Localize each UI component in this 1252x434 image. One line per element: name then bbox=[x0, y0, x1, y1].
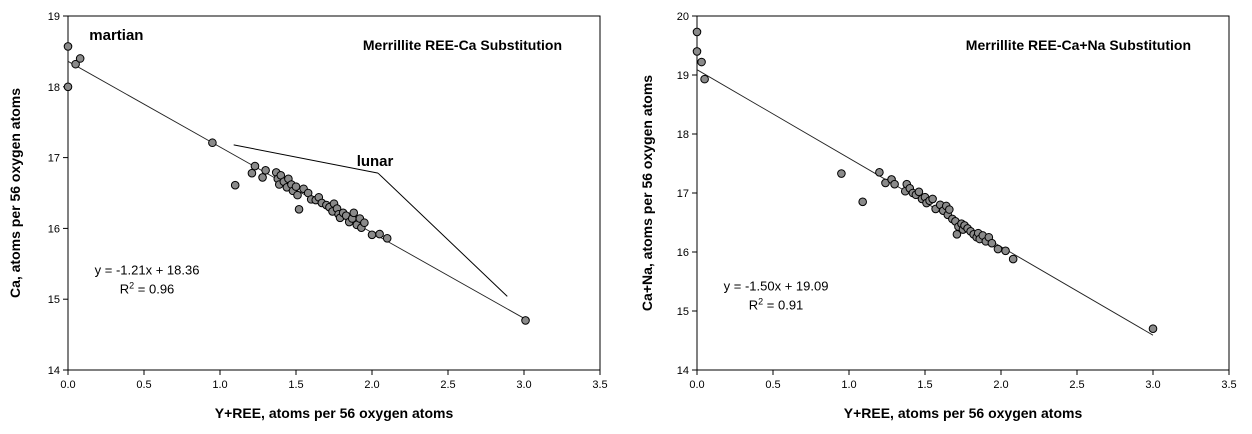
chart-title: Merrillite REE-Ca Substitution bbox=[363, 37, 562, 53]
lunar-leader-line bbox=[377, 172, 508, 297]
r-squared-label: R2 = 0.91 bbox=[749, 296, 804, 312]
data-point bbox=[1008, 254, 1018, 264]
x-tick-label: 0.5 bbox=[136, 379, 151, 391]
y-tick-label: 19 bbox=[48, 11, 60, 23]
x-tick-label: 1.5 bbox=[288, 379, 303, 391]
data-point bbox=[367, 230, 377, 240]
y-axis-title: Ca+Na, atoms per 56 oxygen atoms bbox=[639, 75, 655, 311]
data-point bbox=[858, 197, 867, 207]
x-tick-label: 0.5 bbox=[765, 379, 780, 391]
y-tick-label: 15 bbox=[677, 306, 689, 318]
data-point bbox=[261, 166, 270, 175]
x-tick-label: 0.0 bbox=[60, 379, 75, 391]
y-tick-label: 17 bbox=[48, 153, 60, 165]
y-tick-label: 14 bbox=[48, 365, 60, 377]
data-point bbox=[382, 234, 392, 243]
data-point bbox=[875, 168, 884, 177]
x-tick-label: 1.5 bbox=[917, 379, 932, 391]
y-tick-label: 17 bbox=[677, 188, 689, 200]
x-tick-label: 3.5 bbox=[1221, 379, 1236, 391]
y-tick-label: 15 bbox=[48, 294, 60, 306]
plot-frame bbox=[696, 15, 1230, 371]
chart-panel-1: 0.0 0.5 1.0 1.5 2.0 2.5 3.0 3.5 14 15 16 17 18 19 Y+RE… bbox=[7, 11, 608, 421]
data-point bbox=[71, 59, 80, 69]
data-point bbox=[250, 161, 260, 171]
plot-frame bbox=[67, 15, 601, 371]
data-point bbox=[63, 82, 73, 92]
data-point bbox=[993, 244, 1003, 254]
x-tick-label: 2.0 bbox=[993, 379, 1008, 391]
lunar-annotation: lunar bbox=[357, 153, 394, 170]
data-point bbox=[521, 316, 530, 325]
lunar-leader-line bbox=[233, 144, 379, 174]
data-point bbox=[63, 42, 73, 51]
data-point bbox=[291, 182, 301, 191]
y-tick-label: 14 bbox=[677, 365, 689, 377]
data-point bbox=[208, 138, 217, 148]
chart-title: Merrillite REE-Ca+Na Substitution bbox=[966, 37, 1191, 53]
x-axis-title: Y+REE, atoms per 56 oxygen atoms bbox=[215, 405, 454, 421]
x-tick-label: 0.0 bbox=[689, 379, 704, 391]
x-tick-label: 3.5 bbox=[592, 379, 607, 391]
martian-annotation: martian bbox=[89, 27, 143, 44]
y-tick-label: 16 bbox=[48, 223, 60, 235]
data-point bbox=[914, 187, 924, 197]
y-axis-title: Ca, atoms per 56 oxygen atoms bbox=[7, 88, 23, 298]
data-point bbox=[700, 74, 709, 84]
regression-equation: y = -1.50x + 19.09 bbox=[724, 278, 829, 293]
chart-panel-2: 0.0 0.5 1.0 1.5 2.0 2.5 3.0 3.5 14 15 16 17 18 19 20 Y+… bbox=[639, 11, 1237, 421]
data-point bbox=[945, 205, 954, 214]
data-point bbox=[247, 168, 257, 178]
x-tick-label: 2.5 bbox=[440, 379, 455, 391]
x-tick-label: 3.0 bbox=[1145, 379, 1160, 391]
data-point bbox=[697, 57, 706, 67]
x-tick-label: 2.5 bbox=[1069, 379, 1084, 391]
data-point bbox=[375, 229, 384, 239]
data-point bbox=[293, 190, 302, 200]
data-point bbox=[258, 173, 267, 182]
data-point bbox=[294, 204, 304, 214]
y-tick-label: 18 bbox=[677, 129, 689, 141]
data-point bbox=[1001, 246, 1010, 256]
r-squared-label: R2 = 0.96 bbox=[120, 280, 175, 296]
data-point bbox=[837, 169, 846, 178]
data-point bbox=[692, 47, 702, 56]
data-point bbox=[349, 208, 359, 218]
regression-equation: y = -1.21x + 18.36 bbox=[95, 262, 200, 277]
data-point bbox=[75, 54, 85, 63]
x-tick-label: 1.0 bbox=[841, 379, 856, 391]
data-point bbox=[890, 179, 899, 189]
y-tick-label: 16 bbox=[677, 247, 689, 259]
x-axis-title: Y+REE, atoms per 56 oxygen atoms bbox=[844, 405, 1083, 421]
x-tick-label: 3.0 bbox=[516, 379, 531, 391]
y-tick-label: 18 bbox=[48, 82, 60, 94]
data-point bbox=[230, 180, 240, 190]
data-point bbox=[1148, 324, 1158, 334]
data-point bbox=[987, 238, 997, 248]
data-point bbox=[360, 218, 369, 228]
x-tick-label: 1.0 bbox=[212, 379, 227, 391]
data-point bbox=[692, 27, 702, 37]
x-tick-label: 2.0 bbox=[364, 379, 379, 391]
y-tick-label: 19 bbox=[677, 70, 689, 82]
y-tick-label: 20 bbox=[677, 11, 689, 23]
data-point bbox=[928, 194, 937, 204]
